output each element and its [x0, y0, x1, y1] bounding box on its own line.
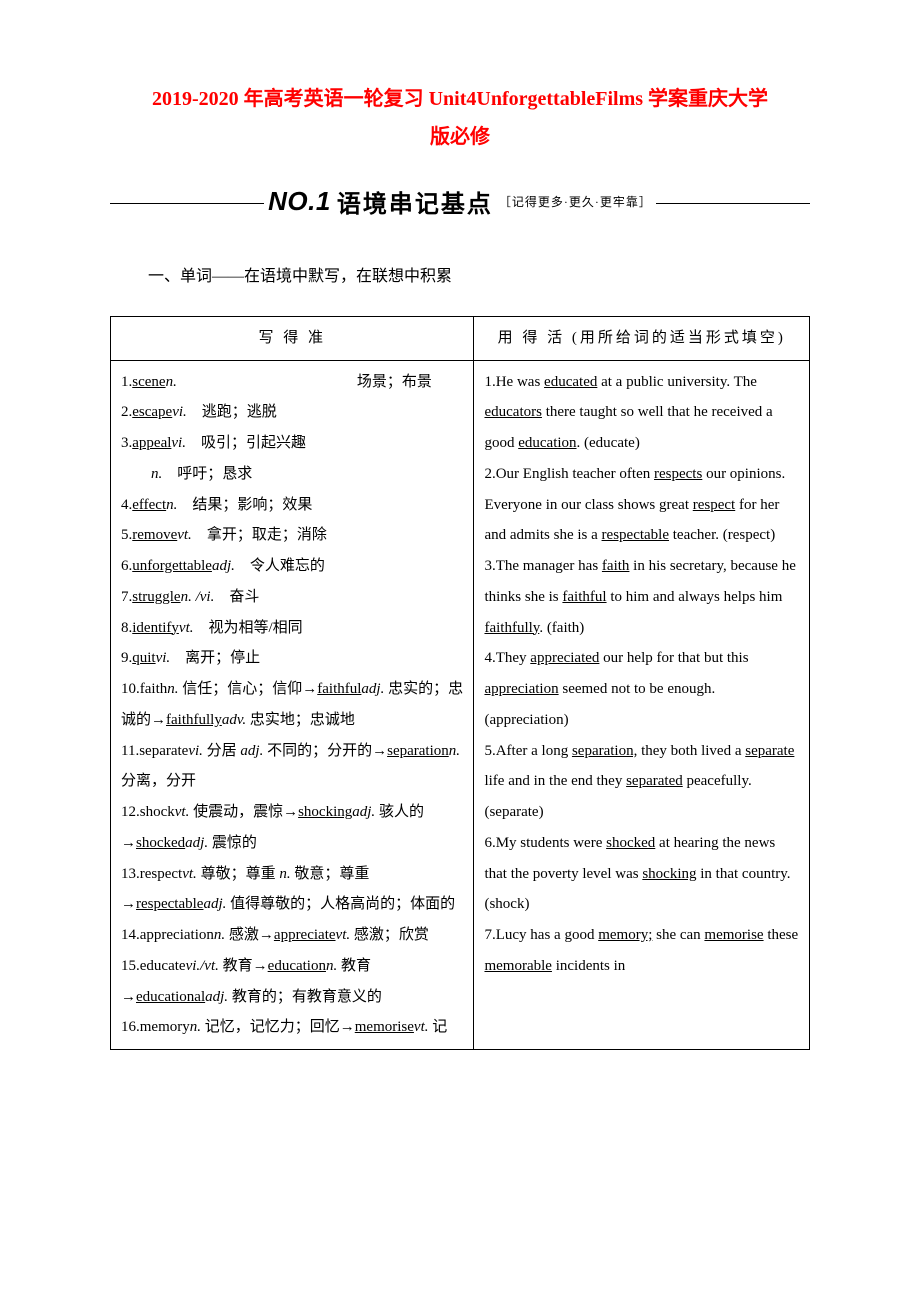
subheading: 一、单词——在语境中默写，在联想中积累 — [148, 263, 810, 292]
left-cell: 1.scenen.场景；布景2.escapevi. 逃跑；逃脱3.appealv… — [111, 360, 474, 1050]
section-title: 语境串记基点 — [337, 184, 493, 219]
title-line-1: 2019-2020 年高考英语一轮复习 Unit4UnforgettableFi… — [110, 80, 810, 118]
right-cell: 1.He was educated at a public university… — [474, 360, 810, 1050]
vocab-entry: 12.shockvt. 使震动，震惊→shockingadj. 骇人的→shoc… — [121, 797, 463, 859]
vocab-entry: 2.escapevi. 逃跑；逃脱 — [121, 397, 463, 428]
vocab-entry: 8.identifyvt. 视为相等/相同 — [121, 613, 463, 644]
vocab-entry-extra: n. 呼吁；恳求 — [121, 459, 463, 490]
section-number: NO.1 — [268, 186, 331, 217]
vocab-entry: 7.strugglen. /vi. 奋斗 — [121, 582, 463, 613]
section-header: NO.1 语境串记基点 ［记得更多·更久·更牢靠］ — [110, 184, 810, 219]
vocab-entry: 13.respectvt. 尊敬；尊重 n. 敬意；尊重→respectable… — [121, 859, 463, 921]
vocab-entry: 6.unforgettableadj. 令人难忘的 — [121, 551, 463, 582]
vocab-entry: 16.memoryn. 记忆，记忆力；回忆→memorisevt. 记 — [121, 1012, 463, 1043]
document-title: 2019-2020 年高考英语一轮复习 Unit4UnforgettableFi… — [110, 80, 810, 156]
vocab-entry: 11.separatevi. 分居 adj. 不同的；分开的→separatio… — [121, 736, 463, 798]
rule-left — [110, 203, 264, 204]
exercise-entry: 2.Our English teacher often respects our… — [484, 459, 799, 551]
exercise-entry: 6.My students were shocked at hearing th… — [484, 828, 799, 920]
exercise-entry: 3.The manager has faith in his secretary… — [484, 551, 799, 643]
col-header-left: 写 得 准 — [111, 316, 474, 360]
rule-right — [656, 203, 810, 204]
exercise-entry: 1.He was educated at a public university… — [484, 367, 799, 459]
vocab-entry: 4.effectn. 结果；影响；效果 — [121, 490, 463, 521]
col-header-right: 用 得 活 (用所给词的适当形式填空) — [474, 316, 810, 360]
vocab-entry: 3.appealvi. 吸引；引起兴趣 — [121, 428, 463, 459]
title-line-2: 版必修 — [110, 118, 810, 156]
section-subtitle: ［记得更多·更久·更牢靠］ — [499, 193, 652, 210]
vocab-table: 写 得 准 用 得 活 (用所给词的适当形式填空) 1.scenen.场景；布景… — [110, 316, 810, 1050]
vocab-entry: 14.appreciationn. 感激→appreciatevt. 感激；欣赏 — [121, 920, 463, 951]
vocab-entry: 9.quitvi. 离开；停止 — [121, 643, 463, 674]
vocab-entry: 15.educatevi./vt. 教育→educationn. 教育→educ… — [121, 951, 463, 1013]
vocab-entry: 10.faithn. 信任；信心；信仰→faithfuladj. 忠实的；忠诚的… — [121, 674, 463, 736]
vocab-entry: 1.scenen.场景；布景 — [121, 367, 463, 398]
vocab-entry: 5.removevt. 拿开；取走；消除 — [121, 520, 463, 551]
exercise-entry: 7.Lucy has a good memory; she can memori… — [484, 920, 799, 982]
exercise-entry: 5.After a long separation, they both liv… — [484, 736, 799, 828]
exercise-entry: 4.They appreciated our help for that but… — [484, 643, 799, 735]
